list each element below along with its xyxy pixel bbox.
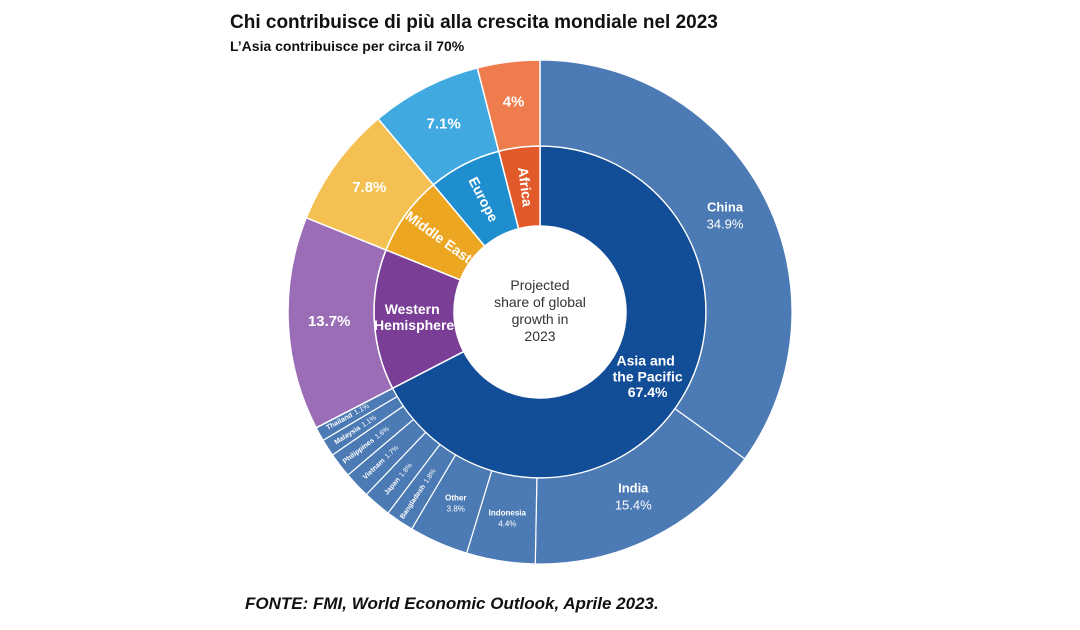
region-value: 13.7% — [308, 313, 351, 330]
country-value: 4.4% — [498, 520, 516, 529]
outer-wedge — [476, 59, 541, 153]
chart-title: Chi contribuisce di più alla crescita mo… — [230, 12, 718, 33]
center-label: share of global — [494, 294, 586, 310]
chart-subtitle: L’Asia contribuisce per circa il 70% — [230, 38, 465, 54]
country-label: India — [618, 480, 649, 495]
region-value: 7.1% — [427, 115, 461, 132]
country-label: Other 3.8% — [445, 493, 466, 513]
source-note: FONTE: FMI, World Economic Outlook, Apri… — [245, 594, 659, 613]
region-label: Asia and the Pacific — [613, 352, 683, 384]
region-value: 4% — [503, 94, 525, 111]
region-label-line: Western — [385, 301, 444, 317]
sunburst — [287, 59, 793, 565]
region-label: Africa — [515, 166, 536, 208]
region-label-line: Hemisphere — [374, 317, 454, 333]
region-value: 67.4% — [628, 384, 668, 400]
country-name: Indonesia — [489, 509, 527, 518]
center-label: 2023 — [524, 328, 555, 344]
region-label-line: Asia and — [617, 352, 679, 368]
country-label: China — [707, 199, 744, 214]
country-label: Indonesia 4.4% — [489, 509, 527, 529]
center-label: Projected — [510, 277, 569, 293]
country-value: 15.4% — [615, 497, 652, 512]
center-label: growth in — [512, 311, 569, 327]
region-value: 7.8% — [352, 179, 386, 196]
outer-wedge — [539, 59, 793, 460]
country-value: 3.8% — [447, 504, 465, 513]
region-label-line: the Pacific — [613, 368, 683, 384]
country-name: Other — [445, 493, 466, 502]
region-label: Western Hemisphere — [374, 301, 454, 333]
country-value: 34.9% — [707, 216, 744, 231]
